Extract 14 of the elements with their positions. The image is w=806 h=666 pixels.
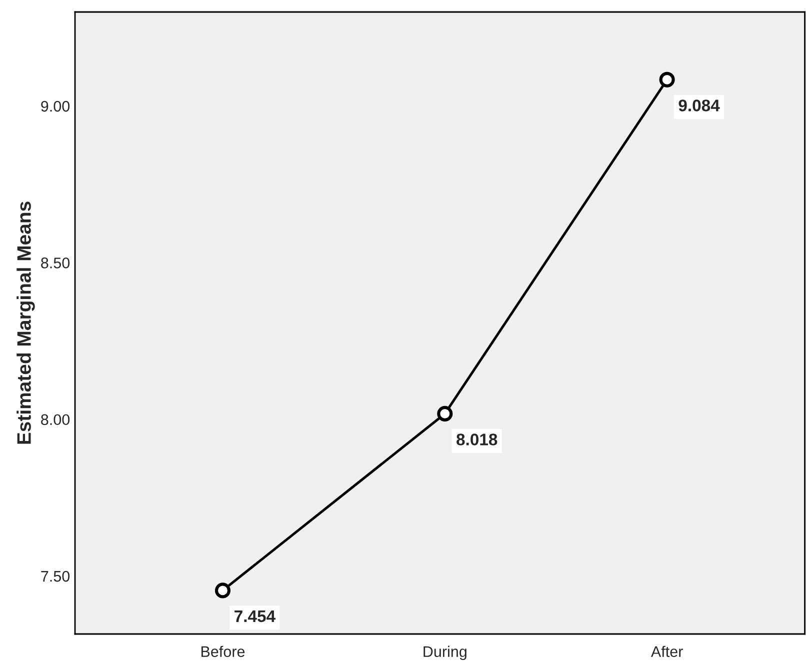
point bbox=[437, 406, 453, 422]
data-label: 7.454 bbox=[234, 610, 276, 622]
x-tick-label: After bbox=[650, 646, 683, 658]
point bbox=[659, 72, 675, 88]
x-tick-label: Before bbox=[201, 646, 245, 658]
point bbox=[214, 582, 231, 598]
y-tick-label: 8.00 bbox=[41, 414, 70, 426]
data-label: 8.018 bbox=[456, 434, 498, 446]
y-axis-title: Estimated Marginal Means bbox=[16, 202, 35, 444]
y-tick-label: 8.50 bbox=[41, 258, 70, 268]
y-tick-label: 7.50 bbox=[41, 570, 70, 582]
data-label: 9.084 bbox=[678, 100, 720, 112]
y-tick-label: 9.00 bbox=[41, 100, 70, 112]
x-tick-label: During bbox=[424, 646, 466, 660]
